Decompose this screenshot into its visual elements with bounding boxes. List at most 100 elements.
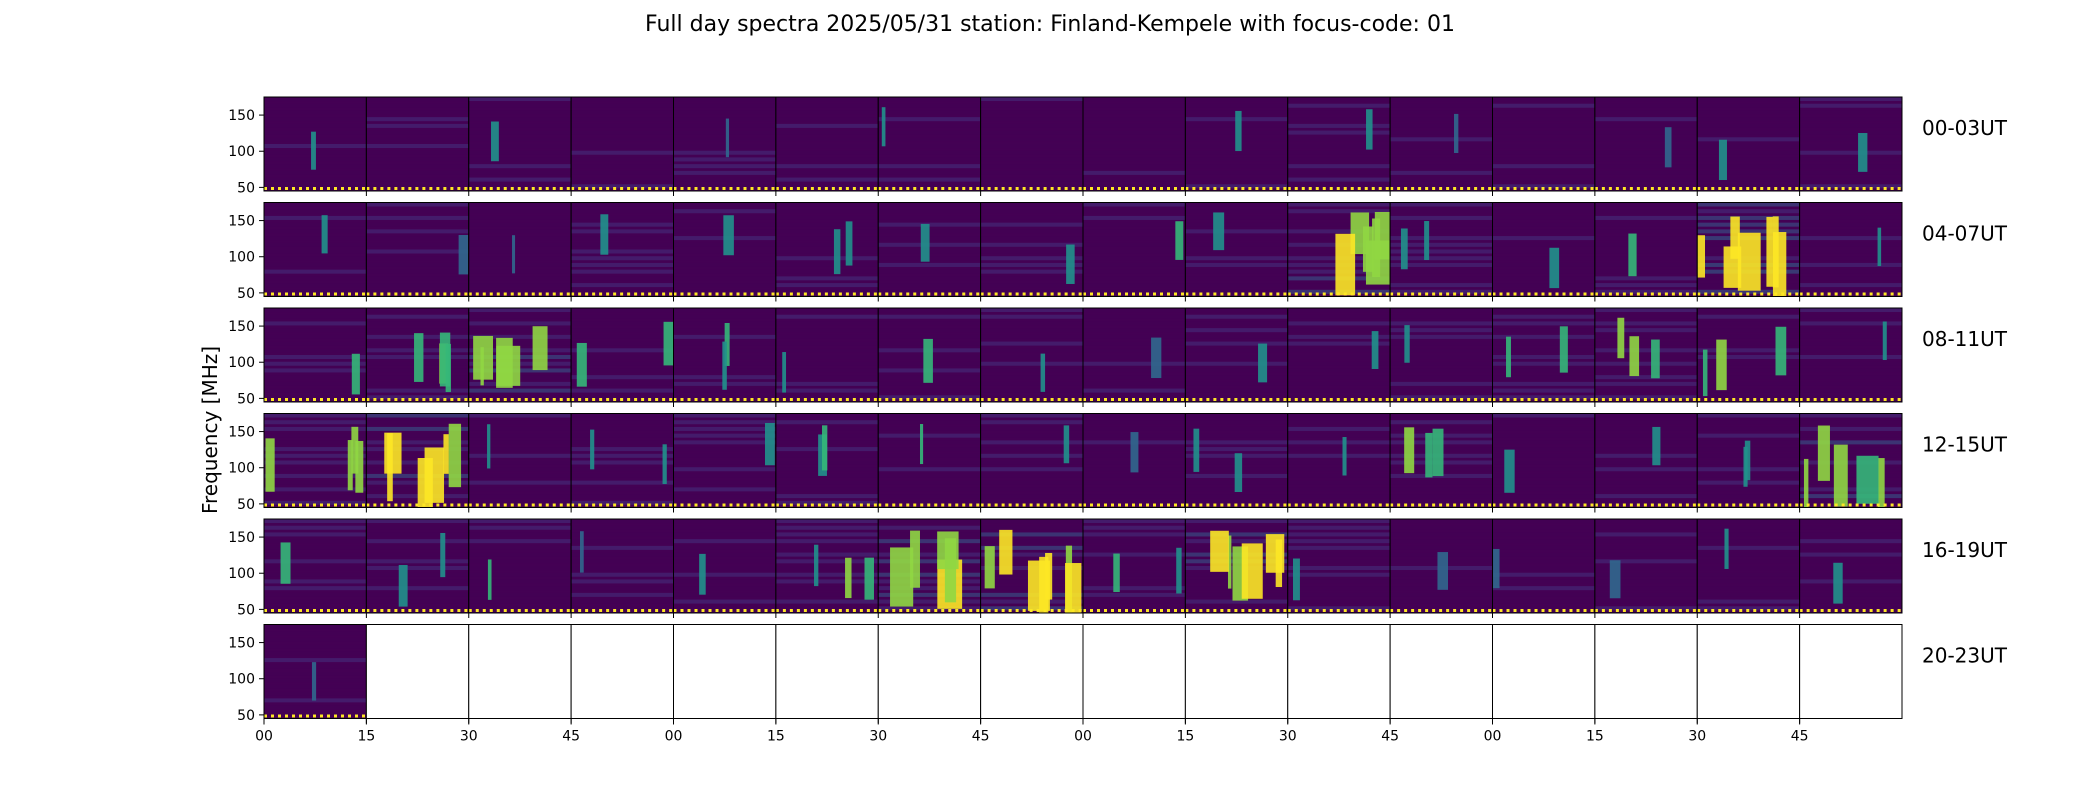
frequency-band — [366, 137, 469, 142]
frequency-band — [1492, 453, 1595, 458]
frequency-band — [468, 202, 572, 207]
frequency-band — [878, 426, 981, 431]
frequency-band — [775, 314, 879, 319]
frequency-band — [1287, 202, 1391, 207]
frequency-band — [1799, 103, 1902, 108]
frequency-band — [980, 308, 1083, 313]
frequency-band — [1799, 539, 1902, 544]
frequency-band — [571, 222, 674, 227]
frequency-band — [775, 420, 879, 425]
frequency-band — [1799, 395, 1902, 400]
emission-burst — [512, 235, 516, 274]
frequency-band — [366, 519, 469, 524]
frequency-band — [1390, 395, 1493, 400]
frequency-band — [878, 144, 981, 149]
spectrum-panel — [365, 202, 470, 302]
frequency-band — [571, 494, 674, 499]
frequency-band — [980, 487, 1083, 492]
spectrum-panel — [263, 202, 367, 297]
frequency-band — [1287, 355, 1391, 360]
frequency-band — [366, 229, 469, 234]
frequency-band — [1492, 579, 1595, 584]
frequency-band — [366, 276, 469, 281]
frequency-band — [1697, 289, 1800, 294]
frequency-band — [571, 426, 674, 431]
frequency-band — [775, 97, 879, 102]
frequency-band — [1083, 137, 1186, 142]
frequency-band — [1185, 177, 1288, 182]
frequency-band — [878, 579, 981, 584]
frequency-band — [1594, 150, 1698, 155]
frequency-band — [1492, 539, 1595, 544]
frequency-band — [468, 289, 572, 294]
emission-burst — [764, 422, 775, 466]
empty-panel — [673, 624, 776, 719]
frequency-band — [366, 321, 469, 326]
frequency-band — [775, 209, 879, 214]
frequency-band — [1390, 144, 1493, 149]
y-tick-label: 50 — [237, 180, 255, 196]
frequency-band — [775, 473, 879, 478]
frequency-band — [468, 519, 572, 524]
spectrum-panel — [1389, 96, 1493, 196]
frequency-band — [571, 164, 674, 169]
x-tick-label: 00 — [255, 729, 273, 745]
frequency-band — [468, 334, 572, 339]
frequency-band — [1697, 532, 1800, 537]
frequency-band — [1594, 144, 1698, 149]
frequency-band — [571, 123, 674, 128]
frequency-band — [1287, 170, 1391, 175]
spectrum-panel — [468, 96, 572, 196]
frequency-band — [775, 361, 879, 366]
frequency-band — [980, 426, 1083, 431]
frequency-band — [1594, 539, 1698, 544]
frequency-band — [1697, 97, 1800, 102]
frequency-band — [571, 599, 674, 604]
frequency-band — [1594, 361, 1698, 366]
frequency-band — [1390, 375, 1493, 380]
frequency-band — [571, 579, 674, 584]
frequency-band — [673, 545, 776, 550]
emission-burst — [1702, 349, 1708, 397]
frequency-band — [1390, 334, 1493, 339]
emission-burst — [1027, 560, 1050, 611]
frequency-band — [980, 539, 1083, 544]
frequency-band — [264, 117, 367, 122]
frequency-band — [980, 348, 1083, 353]
frequency-band — [1697, 334, 1800, 339]
frequency-band — [1594, 586, 1698, 591]
frequency-band — [1083, 532, 1186, 537]
frequency-band — [1697, 130, 1800, 135]
frequency-band — [1185, 269, 1288, 274]
emission-burst — [448, 423, 462, 488]
frequency-band — [1594, 579, 1698, 584]
frequency-band — [1185, 440, 1288, 445]
frequency-band — [775, 249, 879, 254]
frequency-band — [878, 276, 981, 281]
frequency-band — [878, 209, 981, 214]
emission-burst — [280, 542, 291, 584]
frequency-band — [1390, 413, 1493, 418]
spectrum-panel — [1799, 624, 1903, 724]
frequency-band — [775, 328, 879, 333]
frequency-band — [1697, 599, 1800, 604]
spectrum-panel — [468, 202, 572, 302]
frequency-band — [1492, 480, 1595, 485]
spectrum-panel — [1594, 202, 1698, 302]
frequency-band — [1697, 420, 1800, 425]
spectrum-panel — [468, 307, 572, 407]
frequency-band — [1799, 308, 1902, 313]
frequency-band — [980, 283, 1083, 288]
frequency-band — [468, 110, 572, 115]
frequency-band — [1492, 355, 1595, 360]
spectrum-panel — [1082, 202, 1186, 302]
frequency-band — [673, 599, 776, 604]
frequency-band — [1287, 177, 1391, 182]
emission-burst — [1504, 449, 1515, 493]
frequency-band — [775, 150, 879, 155]
emission-burst — [414, 333, 424, 382]
frequency-band — [571, 144, 674, 149]
emission-burst — [723, 215, 734, 256]
frequency-band — [1185, 97, 1288, 102]
frequency-band — [673, 473, 776, 478]
